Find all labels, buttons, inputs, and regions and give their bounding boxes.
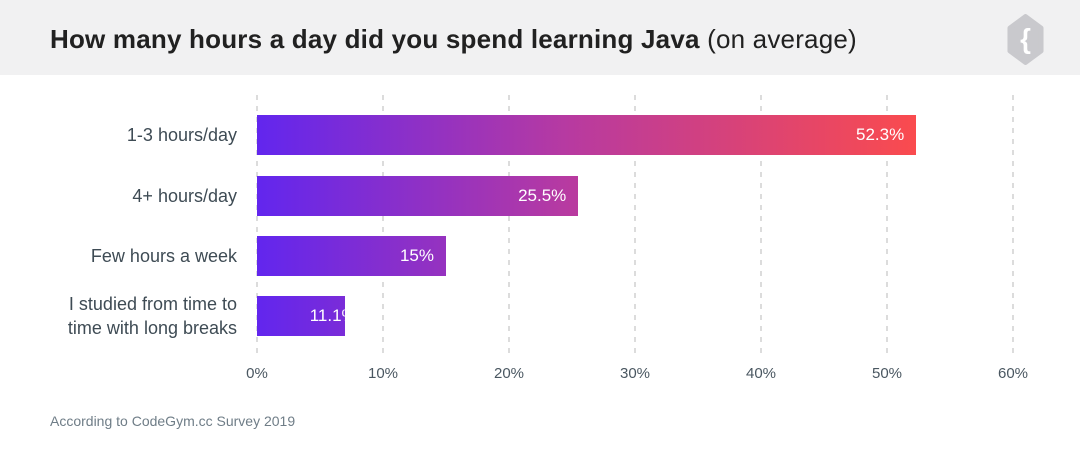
x-tick-20: 20% — [493, 365, 525, 382]
bar-few-hours-week: 15% — [257, 236, 446, 276]
gridline-50 — [885, 95, 888, 355]
x-tick-50: 50% — [871, 365, 903, 382]
bar-value-label: 15% — [399, 246, 434, 265]
page-title-suffix: (on average) — [699, 24, 857, 54]
x-tick-10: 10% — [367, 365, 399, 382]
x-tick-40: 40% — [745, 365, 777, 382]
category-label-1: 1-3 hours/day — [126, 125, 237, 145]
gridline-20 — [507, 95, 510, 355]
bar-value-label: 25.5% — [518, 186, 567, 205]
x-tick-0: 0% — [246, 365, 268, 382]
codegym-logo-icon: { — [1007, 14, 1044, 65]
plot-area: 52.3% 25.5% 15% 11.1% — [256, 95, 1014, 355]
page-title: How many hours a day did you spend learn… — [50, 24, 857, 55]
bar-1-3-hours: 52.3% — [257, 115, 917, 155]
source-note: According to CodeGym.cc Survey 2019 — [50, 413, 296, 429]
category-label-4: I studied from time to time with long br… — [67, 294, 237, 338]
gridline-30 — [634, 95, 636, 355]
gridline-60 — [1012, 95, 1014, 355]
category-label-2: 4+ hours/day — [132, 186, 237, 206]
logo-brace-glyph: { — [1020, 23, 1031, 54]
bar-value-label: 52.3% — [856, 125, 905, 144]
bar-4plus-hours: 25.5% — [257, 176, 579, 216]
header: How many hours a day did you spend learn… — [0, 0, 1080, 75]
gridline-10 — [382, 95, 384, 355]
bar-time-to-time: 11.1% — [257, 296, 345, 336]
x-tick-60: 60% — [997, 365, 1029, 382]
page-title-main: How many hours a day did you spend learn… — [50, 24, 700, 54]
bar-value-label: 11.1% — [309, 306, 345, 325]
gridline-40 — [760, 95, 762, 355]
category-label-3: Few hours a week — [90, 246, 237, 266]
gridline-0 — [256, 95, 258, 355]
x-tick-30: 30% — [619, 365, 651, 382]
